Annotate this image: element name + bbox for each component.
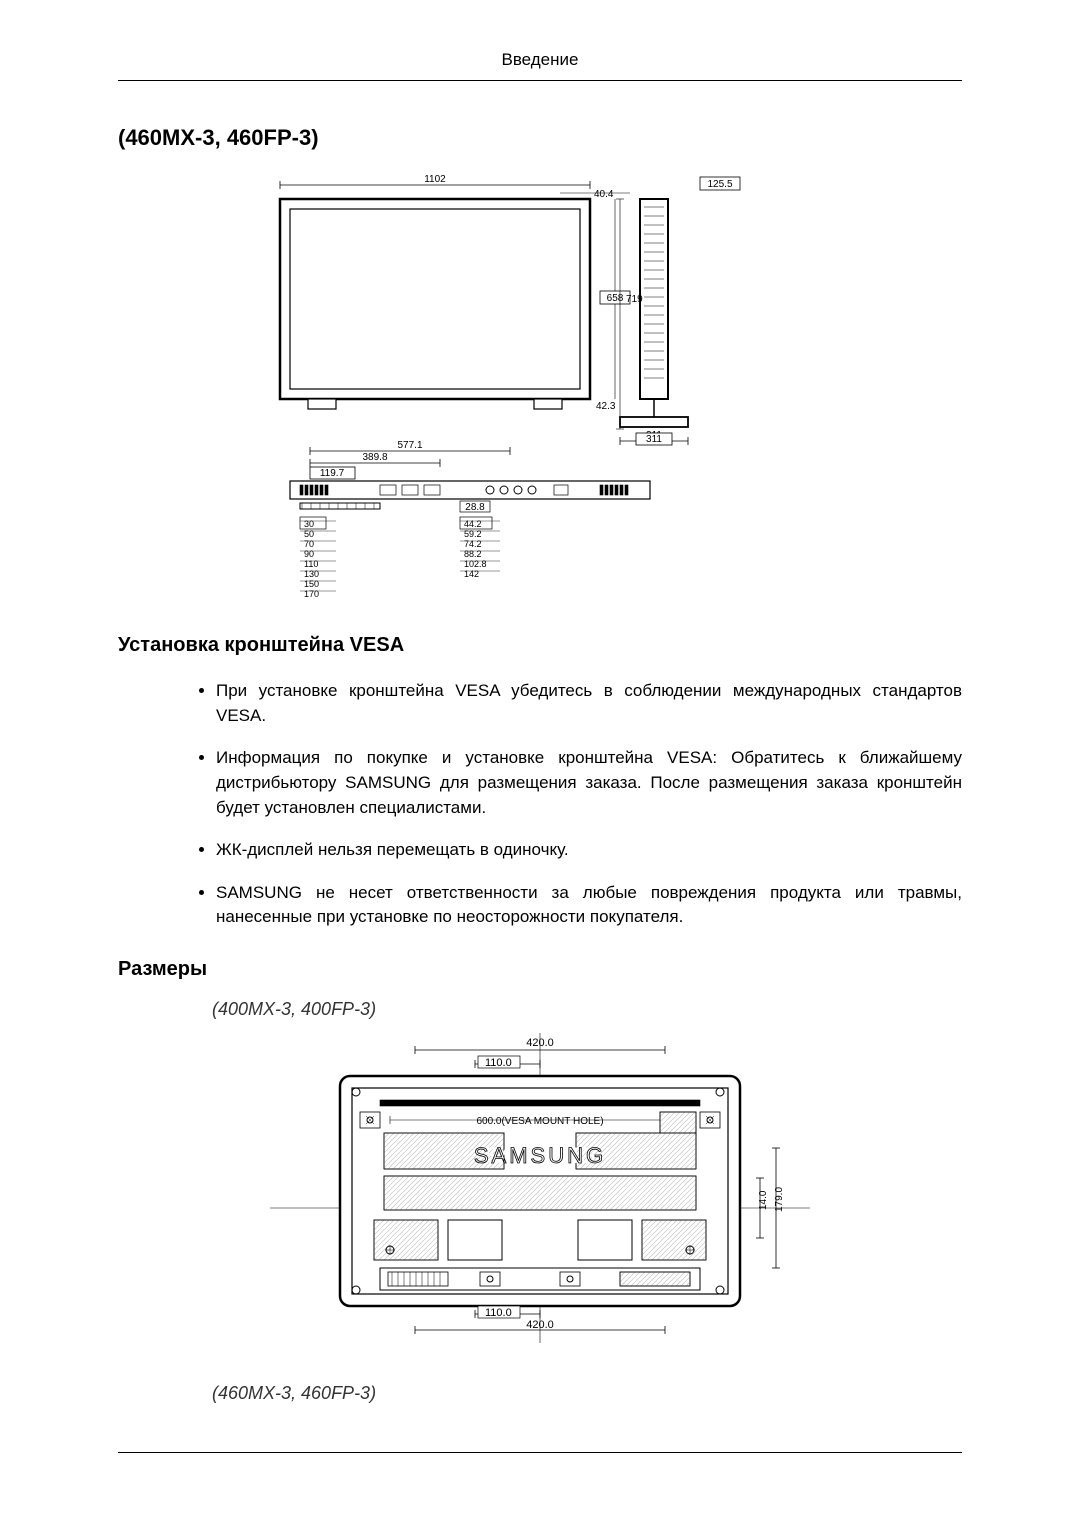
svg-text:SAMSUNG: SAMSUNG bbox=[474, 1143, 606, 1168]
bullet-item: ЖК-дисплей нельзя перемещать в одиночку. bbox=[216, 838, 962, 863]
svg-text:102.8: 102.8 bbox=[464, 559, 487, 569]
svg-text:74.2: 74.2 bbox=[464, 539, 482, 549]
svg-text:420.0: 420.0 bbox=[526, 1037, 554, 1049]
svg-text:311: 311 bbox=[646, 434, 662, 445]
svg-text:119.7: 119.7 bbox=[320, 468, 345, 479]
svg-text:600.0(VESA MOUNT HOLE): 600.0(VESA MOUNT HOLE) bbox=[476, 1116, 603, 1127]
svg-text:150: 150 bbox=[304, 579, 319, 589]
svg-text:577.1: 577.1 bbox=[397, 440, 422, 451]
page-header: Введение bbox=[118, 50, 962, 81]
bullet-item: При установке кронштейна VESA убедитесь … bbox=[216, 679, 962, 728]
vesa-heading: Установка кронштейна VESA bbox=[118, 634, 962, 657]
svg-text:40.4: 40.4 bbox=[594, 189, 614, 200]
model-label-a: (400MX-3, 400FP-3) bbox=[212, 999, 962, 1020]
svg-text:28.8: 28.8 bbox=[465, 502, 485, 513]
page: Введение (460MX-3, 460FP-3) 1102 125.5 40.… bbox=[0, 0, 1080, 1503]
main-heading: (460MX-3, 460FP-3) bbox=[118, 125, 962, 151]
svg-text:389.8: 389.8 bbox=[362, 452, 387, 463]
bullet-item: Информация по покупке и установке кроншт… bbox=[216, 746, 962, 820]
svg-text:420.0: 420.0 bbox=[526, 1319, 554, 1331]
footer-rule bbox=[118, 1452, 962, 1453]
svg-text:30: 30 bbox=[304, 519, 314, 529]
svg-text:1102: 1102 bbox=[424, 174, 446, 185]
dimensions-heading: Размеры bbox=[118, 958, 962, 981]
svg-text:142: 142 bbox=[464, 569, 479, 579]
svg-text:50: 50 bbox=[304, 529, 314, 539]
dimension-diagram-rear: 420.0110.0600.0(VESA MOUNT HOLE)SAMSUNGS… bbox=[118, 1028, 962, 1353]
svg-text:70: 70 bbox=[304, 539, 314, 549]
svg-text:44.2: 44.2 bbox=[464, 519, 482, 529]
svg-text:125.5: 125.5 bbox=[707, 179, 732, 190]
svg-text:42.3: 42.3 bbox=[596, 401, 616, 412]
svg-text:110: 110 bbox=[304, 559, 318, 569]
svg-text:658: 658 bbox=[607, 293, 624, 304]
svg-text:110.0: 110.0 bbox=[485, 1057, 512, 1069]
svg-text:719: 719 bbox=[626, 294, 643, 305]
dimension-diagram-top: 1102125.540.465871942.3311311577.1389.81… bbox=[118, 169, 962, 604]
svg-text:170: 170 bbox=[304, 589, 319, 599]
svg-text:179.0: 179.0 bbox=[774, 1187, 785, 1212]
svg-text:88.2: 88.2 bbox=[464, 549, 482, 559]
svg-text:90: 90 bbox=[304, 549, 314, 559]
svg-text:14.0: 14.0 bbox=[758, 1190, 769, 1210]
svg-text:110.0: 110.0 bbox=[485, 1307, 512, 1319]
vesa-bullet-list: При установке кронштейна VESA убедитесь … bbox=[190, 679, 962, 930]
svg-text:59.2: 59.2 bbox=[464, 529, 482, 539]
svg-text:130: 130 bbox=[304, 569, 319, 579]
bullet-item: SAMSUNG не несет ответственности за любы… bbox=[216, 881, 962, 930]
model-label-b: (460MX-3, 460FP-3) bbox=[212, 1383, 962, 1404]
